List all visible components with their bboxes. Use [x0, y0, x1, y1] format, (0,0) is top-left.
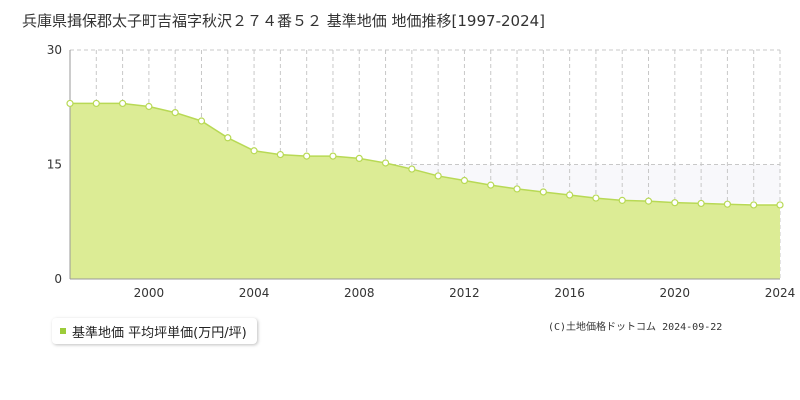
data-point: [776, 201, 784, 209]
data-point: [250, 147, 258, 155]
x-tick-label: 2008: [344, 286, 375, 300]
x-tick-label: 2000: [134, 286, 165, 300]
legend-swatch: [60, 328, 66, 334]
y-tick-label: 15: [47, 158, 62, 172]
data-point: [329, 152, 337, 160]
copyright-text: (C)土地価格ドットコム 2024-09-22: [548, 322, 723, 333]
data-point: [171, 108, 179, 117]
data-point: [197, 117, 206, 125]
data-point: [513, 185, 521, 193]
x-tick-label: 2016: [554, 286, 585, 300]
legend-label: 基準地価 平均坪単価(万円/坪): [72, 325, 247, 341]
data-point: [487, 181, 495, 189]
data-point: [381, 159, 390, 167]
data-point: [592, 194, 600, 202]
y-tick-label: 0: [54, 272, 62, 286]
data-point: [697, 199, 705, 208]
data-point: [723, 200, 732, 208]
y-tick-label: 30: [47, 43, 62, 57]
data-point: [644, 197, 653, 205]
data-point: [434, 172, 442, 180]
series-line: [70, 102, 780, 206]
data-point: [460, 176, 469, 185]
x-tick-label: 2012: [449, 286, 480, 300]
x-tick-label: 2024: [765, 286, 796, 300]
legend: 基準地価 平均坪単価(万円/坪): [52, 318, 257, 344]
x-tick-label: 2020: [660, 286, 691, 300]
data-point: [750, 201, 758, 209]
series-area: [70, 103, 780, 279]
data-point: [618, 196, 626, 204]
data-point: [539, 188, 547, 196]
data-point: [408, 165, 416, 173]
x-tick-label: 2004: [239, 286, 270, 300]
chart-title: 兵庫県揖保郡太子町吉福字秋沢２７４番５２ 基準地価 地価推移[1997-2024…: [22, 12, 546, 30]
data-point: [355, 154, 363, 162]
data-point: [671, 199, 679, 207]
data-point: [566, 191, 574, 199]
data-point: [92, 99, 100, 108]
data-point: [145, 102, 153, 111]
data-point: [276, 150, 284, 159]
data-point: [118, 99, 127, 108]
data-point: [303, 152, 311, 160]
data-point: [66, 99, 74, 108]
data-point: [224, 134, 232, 142]
